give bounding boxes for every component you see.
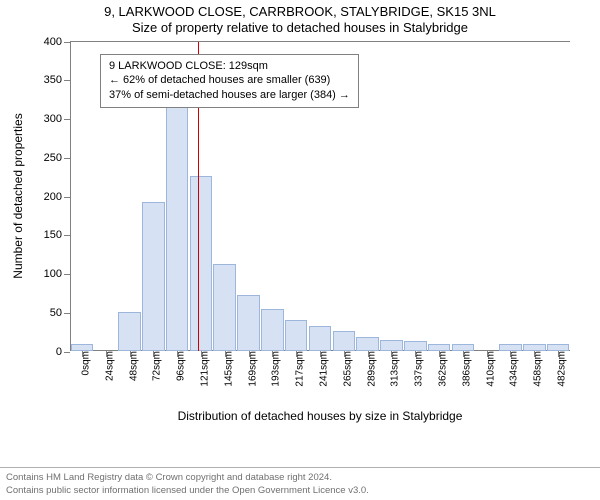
y-tick-label: 400: [44, 36, 70, 48]
title-block: 9, LARKWOOD CLOSE, CARRBROOK, STALYBRIDG…: [0, 0, 600, 37]
info-box: 9 LARKWOOD CLOSE: 129sqm ← 62% of detach…: [100, 54, 359, 109]
y-tick-label: 0: [56, 346, 70, 358]
histogram-bar: [213, 264, 236, 351]
x-tick-label: 458sqm: [525, 351, 544, 387]
page-subtitle: Size of property relative to detached ho…: [0, 20, 600, 36]
histogram-bar: [261, 309, 284, 351]
y-tick-label: 200: [44, 191, 70, 203]
x-tick-label: 241sqm: [311, 351, 330, 387]
footer: Contains HM Land Registry data © Crown c…: [0, 467, 600, 500]
x-tick-label: 0sqm: [72, 351, 91, 375]
y-tick-label: 350: [44, 74, 70, 86]
histogram-bar: [166, 104, 189, 350]
histogram-bar: [309, 326, 332, 351]
y-tick-label: 250: [44, 152, 70, 164]
plot-area: 0501001502002503003504000sqm24sqm48sqm72…: [70, 41, 570, 351]
x-tick-label: 193sqm: [263, 351, 282, 387]
x-tick-label: 121sqm: [191, 351, 210, 387]
y-tick-label: 150: [44, 229, 70, 241]
x-tick-label: 48sqm: [120, 351, 139, 381]
chart-container: 0 50 100 150 200 250 300 350 400 0sqm 24sqm 48sqm 72…: [0, 37, 600, 437]
histogram-bar: [356, 337, 379, 351]
footer-line-1: Contains HM Land Registry data © Crown c…: [6, 472, 594, 484]
histogram-bar: [333, 331, 356, 350]
y-tick-label: 100: [44, 268, 70, 280]
x-tick-label: 265sqm: [334, 351, 353, 387]
histogram-bar: [428, 344, 451, 351]
histogram-bar: [118, 312, 141, 351]
x-tick-label: 434sqm: [501, 351, 520, 387]
histogram-bar: [142, 202, 165, 351]
x-tick-label: 410sqm: [477, 351, 496, 387]
x-tick-label: 337sqm: [406, 351, 425, 387]
x-tick-label: 24sqm: [96, 351, 115, 381]
x-tick-label: 313sqm: [382, 351, 401, 387]
histogram-bar: [190, 176, 213, 350]
histogram-bar: [237, 295, 260, 351]
info-line-2: ← 62% of detached houses are smaller (63…: [109, 73, 350, 88]
y-tick-label: 300: [44, 113, 70, 125]
info-line-3: 37% of semi-detached houses are larger (…: [109, 88, 350, 103]
x-tick-label: 482sqm: [549, 351, 568, 387]
page-address-title: 9, LARKWOOD CLOSE, CARRBROOK, STALYBRIDG…: [0, 4, 600, 20]
histogram-bar: [285, 320, 308, 351]
y-axis-title: Number of detached properties: [11, 113, 25, 278]
x-tick-label: 289sqm: [358, 351, 377, 387]
info-line-1: 9 LARKWOOD CLOSE: 129sqm: [109, 59, 350, 74]
y-axis-line: [70, 42, 71, 351]
footer-line-2: Contains public sector information licen…: [6, 485, 594, 497]
x-tick-label: 72sqm: [144, 351, 163, 381]
histogram-bar: [404, 341, 427, 350]
x-tick-label: 217sqm: [287, 351, 306, 387]
x-tick-label: 169sqm: [239, 351, 258, 387]
x-tick-label: 386sqm: [453, 351, 472, 387]
y-tick-label: 50: [50, 307, 70, 319]
x-tick-label: 96sqm: [168, 351, 187, 381]
x-axis-title: Distribution of detached houses by size …: [70, 409, 570, 423]
x-tick-label: 145sqm: [215, 351, 234, 387]
x-tick-label: 362sqm: [430, 351, 449, 387]
histogram-bar: [380, 340, 403, 351]
